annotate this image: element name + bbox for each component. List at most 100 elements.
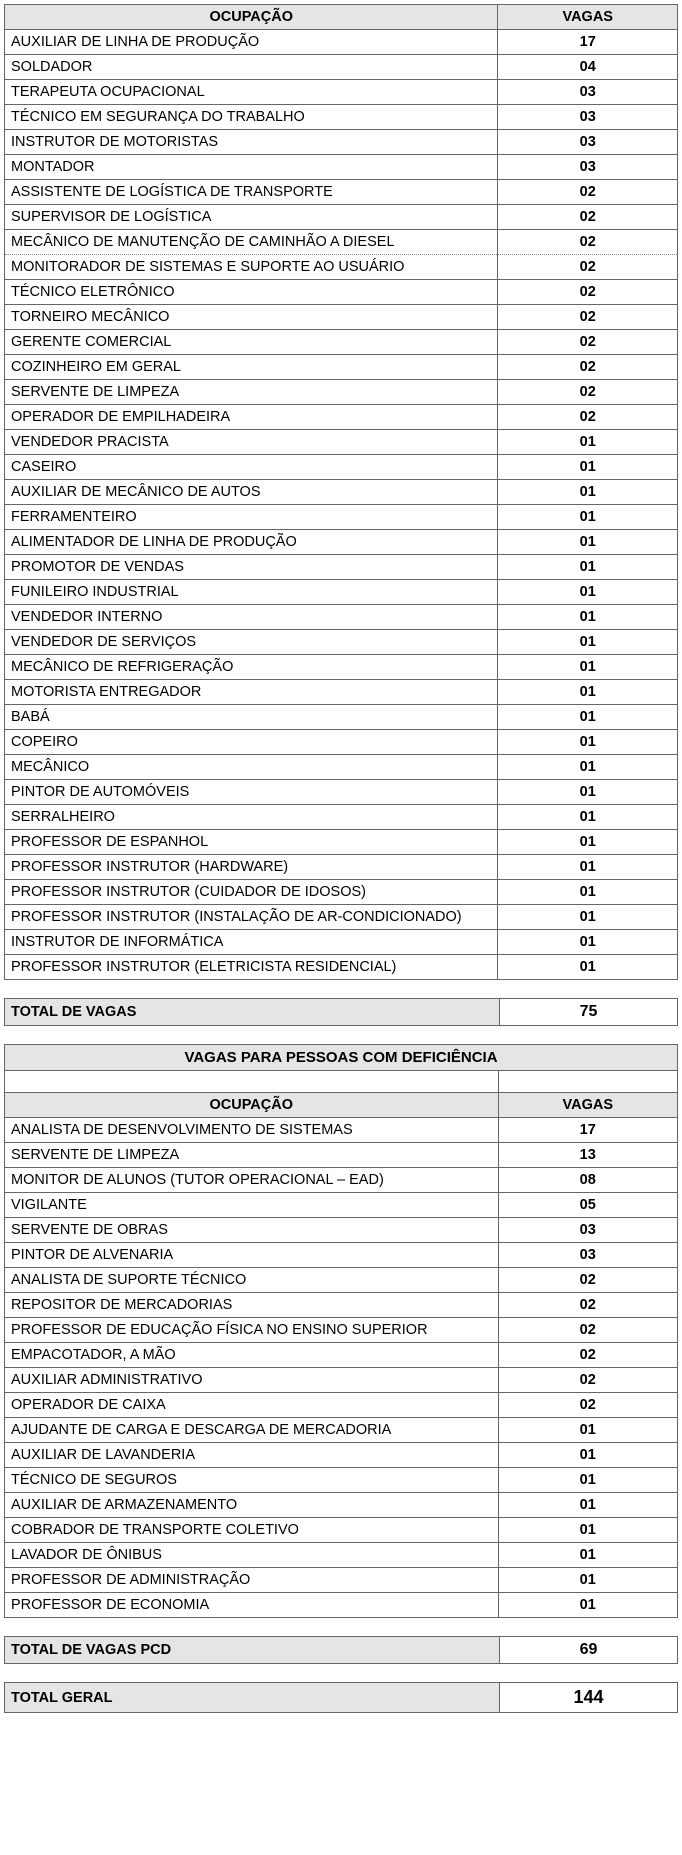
table-row: AUXILIAR DE LAVANDERIA01 — [5, 1443, 678, 1468]
vagas-cell: 01 — [498, 655, 678, 680]
table-row: PINTOR DE AUTOMÓVEIS01 — [5, 780, 678, 805]
section-title-row: VAGAS PARA PESSOAS COM DEFICIÊNCIA — [5, 1045, 678, 1071]
vagas-cell: 01 — [498, 1593, 678, 1618]
occupation-cell: INSTRUTOR DE INFORMÁTICA — [5, 930, 498, 955]
vagas-cell: 01 — [498, 580, 678, 605]
vagas-cell: 02 — [498, 230, 678, 255]
vagas-cell: 03 — [498, 1218, 678, 1243]
occupation-cell: TÉCNICO DE SEGUROS — [5, 1468, 499, 1493]
vagas-cell: 01 — [498, 1468, 678, 1493]
table-row: PROFESSOR DE EDUCAÇÃO FÍSICA NO ENSINO S… — [5, 1318, 678, 1343]
vagas-cell: 02 — [498, 1368, 678, 1393]
occupation-cell: PROFESSOR DE ADMINISTRAÇÃO — [5, 1568, 499, 1593]
table-row: CASEIRO01 — [5, 455, 678, 480]
table-row: COPEIRO01 — [5, 730, 678, 755]
occupation-cell: OPERADOR DE EMPILHADEIRA — [5, 405, 498, 430]
occupation-cell: AUXILIAR ADMINISTRATIVO — [5, 1368, 499, 1393]
occupation-cell: VIGILANTE — [5, 1193, 499, 1218]
occupation-cell: MONTADOR — [5, 155, 498, 180]
total-pcd-value: 69 — [500, 1637, 678, 1664]
vagas-cell: 01 — [498, 880, 678, 905]
table-row: MONITOR DE ALUNOS (TUTOR OPERACIONAL – E… — [5, 1168, 678, 1193]
table-row: MOTORISTA ENTREGADOR01 — [5, 680, 678, 705]
vagas-cell: 02 — [498, 255, 678, 280]
grand-total-value: 144 — [500, 1683, 678, 1713]
occupation-cell: TORNEIRO MECÂNICO — [5, 305, 498, 330]
vagas-cell: 02 — [498, 1343, 678, 1368]
table-row: PROFESSOR INSTRUTOR (CUIDADOR DE IDOSOS)… — [5, 880, 678, 905]
occupation-cell: CASEIRO — [5, 455, 498, 480]
vagas-cell: 02 — [498, 405, 678, 430]
table-row: OPERADOR DE CAIXA02 — [5, 1393, 678, 1418]
vagas-cell: 02 — [498, 180, 678, 205]
vagas-cell: 01 — [498, 755, 678, 780]
occupation-cell: SERVENTE DE OBRAS — [5, 1218, 499, 1243]
grand-total-row: TOTAL GERAL 144 — [5, 1683, 678, 1713]
vagas-cell: 01 — [498, 605, 678, 630]
occupation-cell: BABÁ — [5, 705, 498, 730]
vagas-cell: 02 — [498, 205, 678, 230]
table-row: ANALISTA DE DESENVOLVIMENTO DE SISTEMAS1… — [5, 1118, 678, 1143]
occupation-cell: AUXILIAR DE MECÂNICO DE AUTOS — [5, 480, 498, 505]
vagas-cell: 01 — [498, 1518, 678, 1543]
occupation-cell: MOTORISTA ENTREGADOR — [5, 680, 498, 705]
table-row: INSTRUTOR DE MOTORISTAS03 — [5, 130, 678, 155]
table-row: TÉCNICO ELETRÔNICO02 — [5, 280, 678, 305]
vagas-cell: 02 — [498, 380, 678, 405]
table-row: ASSISTENTE DE LOGÍSTICA DE TRANSPORTE02 — [5, 180, 678, 205]
vagas-cell: 03 — [498, 155, 678, 180]
table-row: SERVENTE DE LIMPEZA13 — [5, 1143, 678, 1168]
table-row: TORNEIRO MECÂNICO02 — [5, 305, 678, 330]
table-row: VENDEDOR PRACISTA01 — [5, 430, 678, 455]
occupation-cell: TERAPEUTA OCUPACIONAL — [5, 80, 498, 105]
occupation-cell: PINTOR DE ALVENARIA — [5, 1243, 499, 1268]
occupation-cell: PROFESSOR INSTRUTOR (CUIDADOR DE IDOSOS) — [5, 880, 498, 905]
table-row: AJUDANTE DE CARGA E DESCARGA DE MERCADOR… — [5, 1418, 678, 1443]
occupation-cell: PROFESSOR DE ECONOMIA — [5, 1593, 499, 1618]
vagas-cell: 04 — [498, 55, 678, 80]
vagas-cell: 01 — [498, 930, 678, 955]
occupation-cell: AUXILIAR DE LAVANDERIA — [5, 1443, 499, 1468]
occupation-cell: ANALISTA DE SUPORTE TÉCNICO — [5, 1268, 499, 1293]
occupation-cell: SERVENTE DE LIMPEZA — [5, 380, 498, 405]
table-row: MECÂNICO DE REFRIGERAÇÃO01 — [5, 655, 678, 680]
table-row: FERRAMENTEIRO01 — [5, 505, 678, 530]
table-row: INSTRUTOR DE INFORMÁTICA01 — [5, 930, 678, 955]
occupation-cell: AUXILIAR DE ARMAZENAMENTO — [5, 1493, 499, 1518]
occupation-cell: FERRAMENTEIRO — [5, 505, 498, 530]
table-row: SERVENTE DE LIMPEZA02 — [5, 380, 678, 405]
occupation-cell: MECÂNICO DE MANUTENÇÃO DE CAMINHÃO A DIE… — [5, 230, 498, 255]
table-header-row: OCUPAÇÃO VAGAS — [5, 5, 678, 30]
occupation-cell: MECÂNICO — [5, 755, 498, 780]
vagas-cell: 01 — [498, 830, 678, 855]
vagas-cell: 02 — [498, 280, 678, 305]
occupation-cell: VENDEDOR DE SERVIÇOS — [5, 630, 498, 655]
vagas-cell: 05 — [498, 1193, 678, 1218]
vagas-cell: 03 — [498, 1243, 678, 1268]
table-row: AUXILIAR DE ARMAZENAMENTO01 — [5, 1493, 678, 1518]
total-vagas-pcd-table: TOTAL DE VAGAS PCD 69 — [4, 1636, 678, 1664]
table-row: BABÁ01 — [5, 705, 678, 730]
occupation-cell: MONITORADOR DE SISTEMAS E SUPORTE AO USU… — [5, 255, 498, 280]
table-row: PROFESSOR INSTRUTOR (ELETRICISTA RESIDEN… — [5, 955, 678, 980]
vagas-cell: 01 — [498, 555, 678, 580]
vagas-cell: 13 — [498, 1143, 678, 1168]
vagas-cell: 02 — [498, 1393, 678, 1418]
vagas-cell: 01 — [498, 780, 678, 805]
occupation-cell: COPEIRO — [5, 730, 498, 755]
table-row: MONTADOR03 — [5, 155, 678, 180]
total-row: TOTAL DE VAGAS PCD 69 — [5, 1637, 678, 1664]
table-row: MECÂNICO01 — [5, 755, 678, 780]
total-row: TOTAL DE VAGAS 75 — [5, 999, 678, 1026]
vagas-cell: 01 — [498, 680, 678, 705]
occupation-cell: PROFESSOR INSTRUTOR (INSTALAÇÃO DE AR-CO… — [5, 905, 498, 930]
table-row: AUXILIAR ADMINISTRATIVO02 — [5, 1368, 678, 1393]
total-vagas-table: TOTAL DE VAGAS 75 — [4, 998, 678, 1026]
vagas-cell: 03 — [498, 80, 678, 105]
table-row: ANALISTA DE SUPORTE TÉCNICO02 — [5, 1268, 678, 1293]
occupation-cell: PROFESSOR DE ESPANHOL — [5, 830, 498, 855]
vagas-cell: 01 — [498, 530, 678, 555]
vagas-cell: 01 — [498, 505, 678, 530]
vagas-cell: 08 — [498, 1168, 678, 1193]
table-row: AUXILIAR DE MECÂNICO DE AUTOS01 — [5, 480, 678, 505]
